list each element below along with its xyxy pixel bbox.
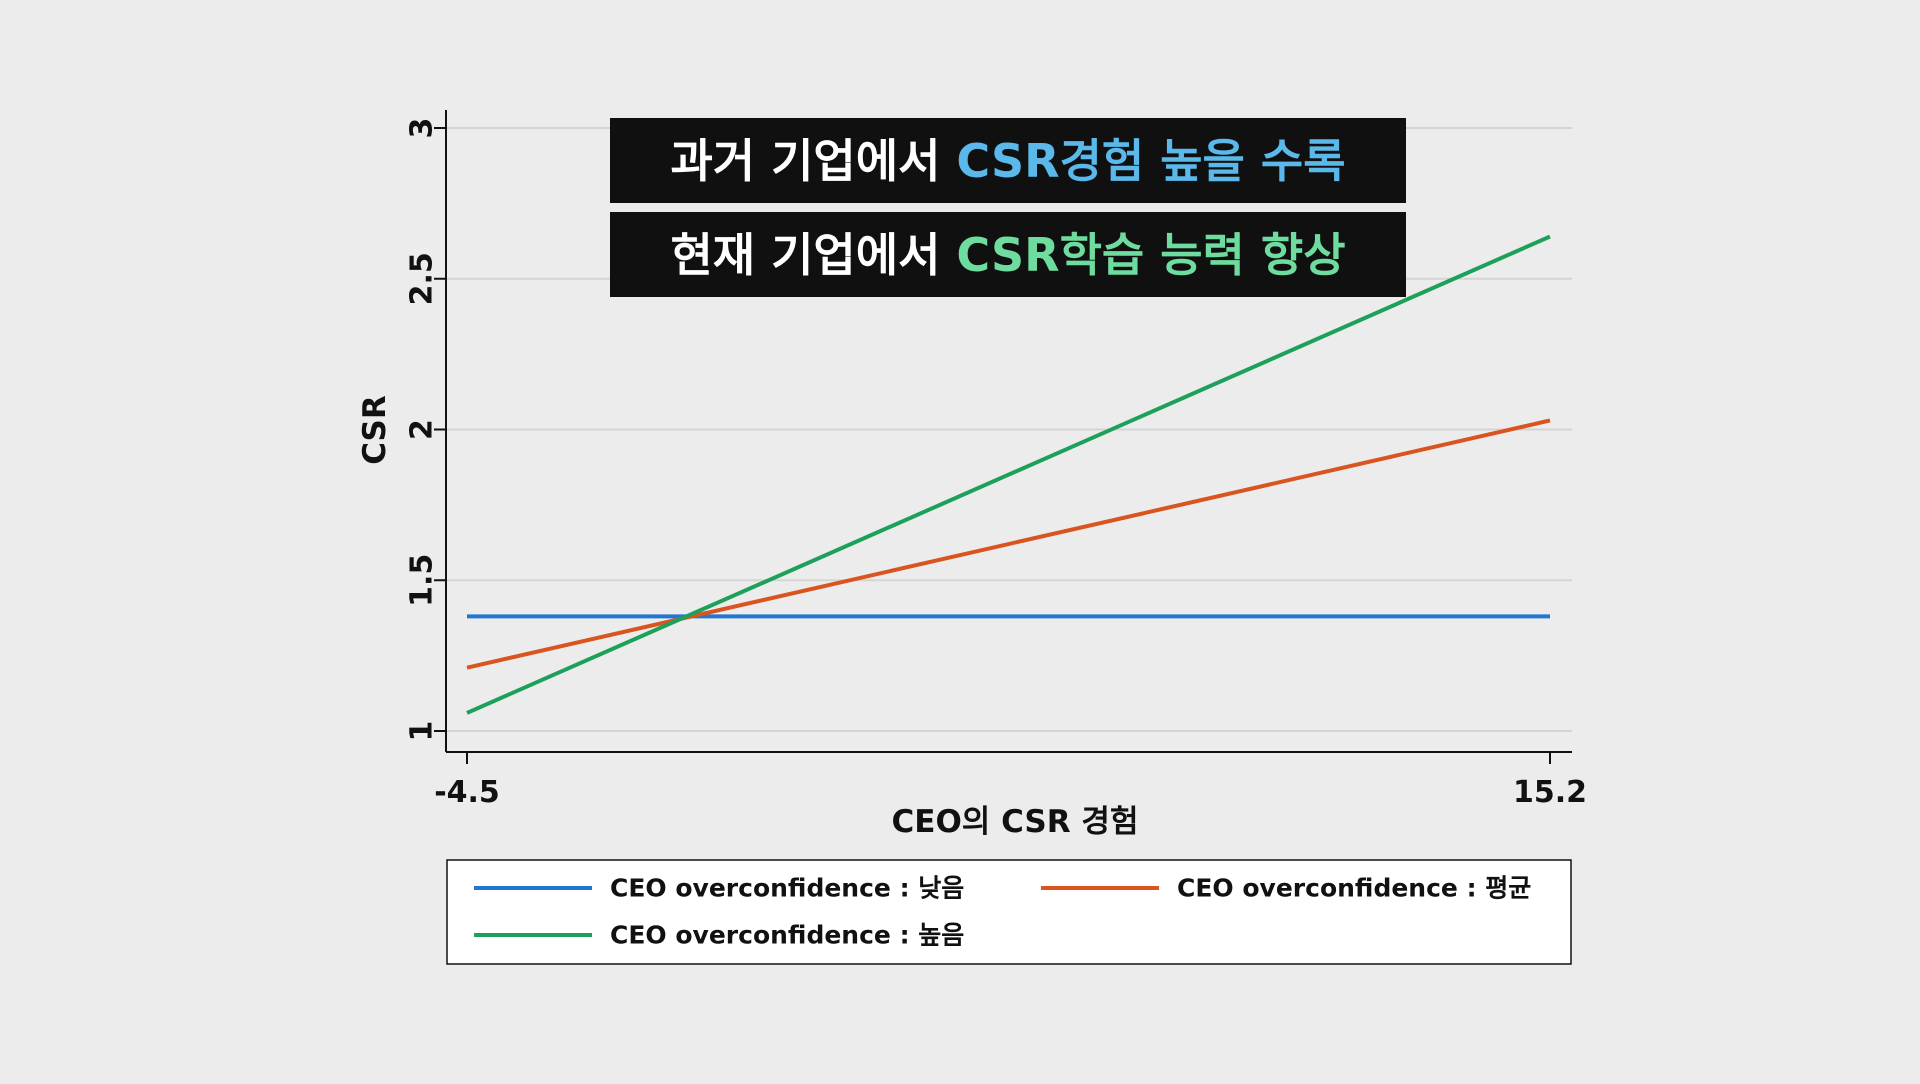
series-layer [466, 234, 1551, 715]
legend-items: CEO overconfidence : 낮음 CEO overconfidenc… [474, 874, 1531, 950]
axes-layer [445, 110, 1572, 753]
y-tick-label: 3 [405, 118, 440, 139]
series-line-3 [466, 234, 1551, 715]
y-tick-label: 1.5 [405, 554, 440, 607]
headline-line-2-highlight: CSR학습 능력 향상 [956, 228, 1345, 282]
headline-line-1-highlight: CSR경험 높을 수록 [956, 134, 1345, 188]
y-tick-label: 2.5 [405, 252, 440, 305]
series-line-2 [466, 418, 1551, 670]
headline-box-2 [610, 212, 1406, 297]
ticks-layer: 1 1.5 2 2.5 3 -4.5 15.2 [405, 118, 1588, 810]
x-tick-label: -4.5 [434, 775, 500, 810]
legend-label-2: CEO overconfidence : 평균 [1177, 874, 1531, 903]
x-tick-label: 15.2 [1513, 775, 1587, 810]
y-tick-label: 1 [405, 721, 440, 742]
x-axis-title: CEO의 CSR 경험 [892, 804, 1139, 840]
headline-line-1-white: 과거 기업에서 [670, 134, 956, 188]
legend-label-1: CEO overconfidence : 낮음 [610, 874, 964, 903]
legend-label-3: CEO overconfidence : 높음 [610, 921, 964, 950]
headline-line-1: 과거 기업에서 CSR경험 높을 수록 [670, 134, 1345, 188]
y-axis-title: CSR [357, 395, 393, 465]
headline-line-2-white: 현재 기업에서 [670, 228, 956, 282]
y-tick-label: 2 [405, 419, 440, 440]
legend-box [446, 859, 1572, 965]
legend: CEO overconfidence : 낮음 CEO overconfidenc… [446, 859, 1572, 965]
headline-box-1 [610, 118, 1406, 203]
headline-line-2: 현재 기업에서 CSR학습 능력 향상 [670, 228, 1345, 282]
headline-overlay: 과거 기업에서 CSR경험 높을 수록 현재 기업에서 CSR학습 능력 향상 [610, 118, 1406, 297]
